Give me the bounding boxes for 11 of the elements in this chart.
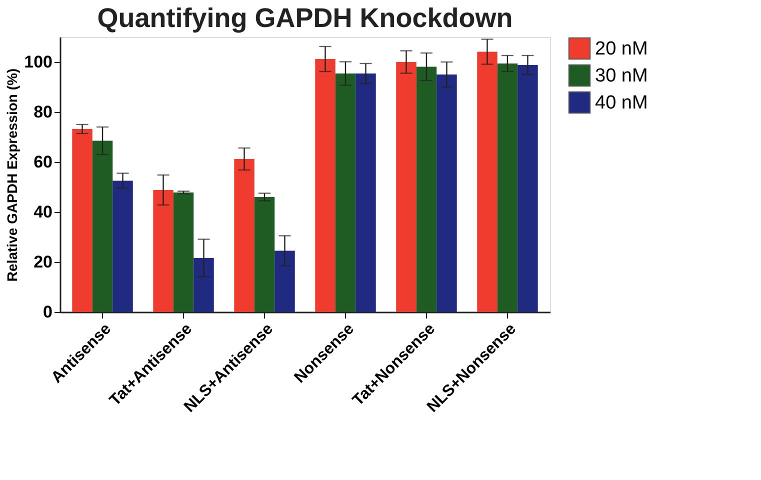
legend-label: 30 nM [595, 66, 648, 86]
chart-title: Quantifying GAPDH Knockdown [97, 3, 513, 33]
y-tick-label: 100 [24, 52, 52, 72]
y-tick-label: 0 [43, 302, 52, 322]
legend-label: 20 nM [595, 38, 648, 60]
legend-label: 40 nM [595, 92, 648, 114]
y-tick-label: 60 [34, 152, 52, 172]
y-tick-label: 40 [34, 202, 52, 222]
y-axis-title: Relative GAPDH Expression (%) [4, 68, 20, 282]
y-tick-label: 80 [34, 102, 52, 122]
y-tick-label: 20 [34, 252, 52, 272]
